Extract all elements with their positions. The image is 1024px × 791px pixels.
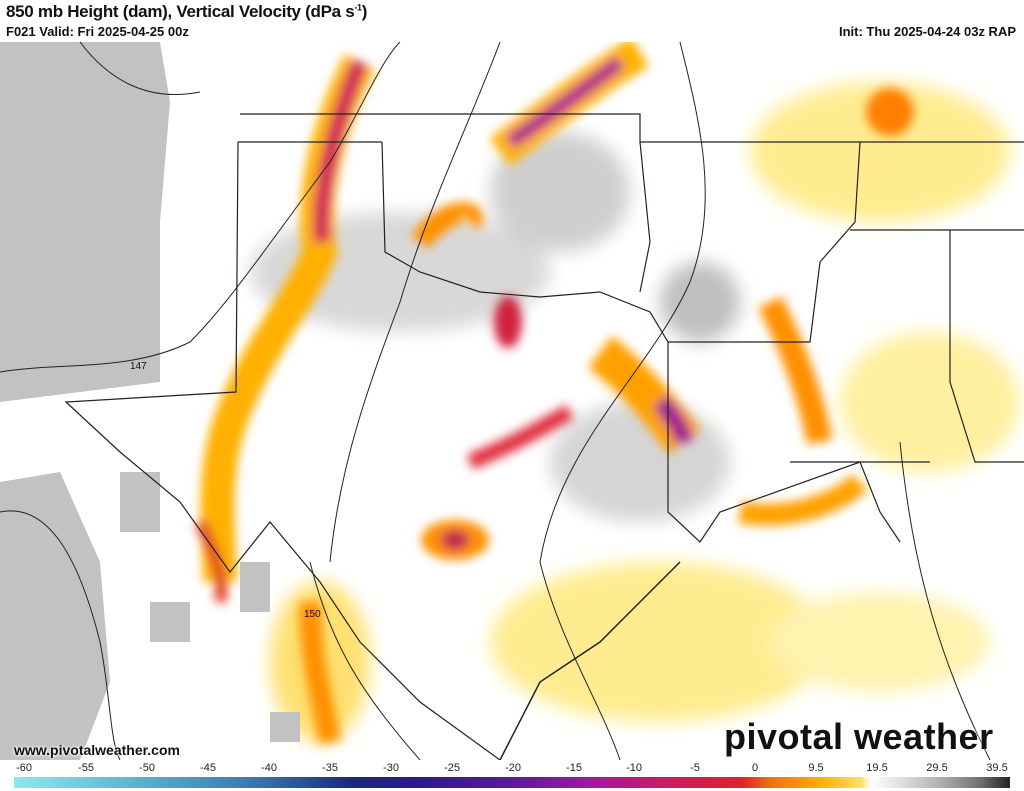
colorbar-tick: 29.5: [926, 762, 948, 774]
init-time: Init: Thu 2025-04-24 03z RAP: [839, 24, 1016, 39]
colorbar-tick: -35: [322, 762, 338, 774]
colorbar-tick: -45: [200, 762, 216, 774]
colorbar-tick: -60: [16, 762, 32, 774]
colorbar-tick: 9.5: [808, 762, 824, 774]
height-contours: [0, 42, 991, 760]
colorbar-tick: -40: [261, 762, 277, 774]
colorbar-tick: -50: [139, 762, 155, 774]
light-shading: [250, 82, 1020, 742]
colorbar-tick: -30: [383, 762, 399, 774]
colorbar-tick: -25: [444, 762, 460, 774]
colorbar-tick: -15: [566, 762, 582, 774]
colorbar-tick: 19.5: [866, 762, 888, 774]
title-text: 850 mb Height (dam), Vertical Velocity (…: [6, 2, 355, 21]
masked-terrain: [0, 42, 300, 760]
valid-time: F021 Valid: Fri 2025-04-25 00z: [6, 24, 189, 39]
colorbar-tick: -55: [78, 762, 94, 774]
colorbar-tick: -10: [626, 762, 642, 774]
weather-map: 147 150: [0, 42, 1024, 760]
colorbar-labels: -60 -55 -50 -45 -40 -35 -30 -25 -20 -15 …: [0, 762, 1024, 776]
state-borders: [64, 113, 1024, 760]
colorbar-tick: 39.5: [986, 762, 1008, 774]
pivotal-weather-logo: pivotal weather: [724, 716, 994, 757]
contour-label-147: 147: [130, 361, 147, 372]
colorbar-tick: -5: [690, 762, 700, 774]
site-watermark: www.pivotalweather.com: [14, 742, 180, 758]
colorbar-tick: 0: [751, 762, 759, 774]
title-sup: -1: [354, 2, 362, 13]
title-end: ): [361, 2, 368, 21]
map-title: 850 mb Height (dam), Vertical Velocity (…: [6, 2, 367, 22]
colorbar: [14, 777, 1010, 788]
contour-label-150: 150: [304, 609, 321, 620]
colorbar-tick: -20: [505, 762, 521, 774]
